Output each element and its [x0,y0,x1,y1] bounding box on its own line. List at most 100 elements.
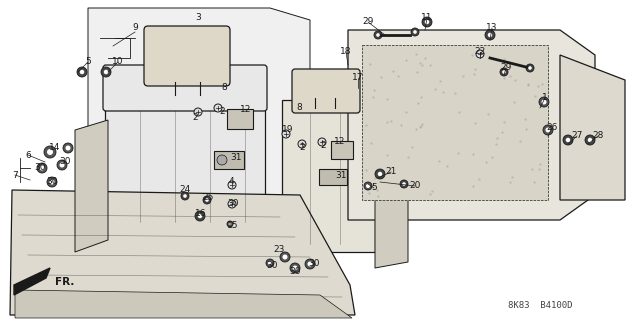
Text: 13: 13 [486,24,498,33]
Polygon shape [15,290,352,318]
Circle shape [588,138,592,142]
Circle shape [500,68,508,76]
Circle shape [57,160,67,170]
Text: 4: 4 [228,177,234,187]
Text: 18: 18 [340,48,352,56]
Text: 30: 30 [289,266,301,276]
Polygon shape [375,140,408,268]
FancyBboxPatch shape [144,26,230,86]
Polygon shape [10,190,355,315]
Circle shape [228,223,231,225]
Text: 12: 12 [334,137,346,146]
Polygon shape [75,120,108,252]
Text: 27: 27 [572,131,582,140]
Circle shape [203,196,211,204]
Circle shape [280,252,290,262]
Text: 2: 2 [192,114,198,122]
Text: 30: 30 [35,164,45,173]
Circle shape [366,184,370,188]
Circle shape [425,20,429,24]
Circle shape [183,194,187,198]
Polygon shape [105,70,265,230]
Circle shape [400,180,408,188]
Circle shape [47,149,53,155]
Text: 26: 26 [547,123,557,132]
Circle shape [104,70,108,74]
Circle shape [60,162,65,167]
Circle shape [44,146,56,158]
Circle shape [528,66,532,70]
FancyBboxPatch shape [227,109,253,129]
Circle shape [476,50,484,58]
Circle shape [228,200,236,208]
Circle shape [543,125,553,135]
Circle shape [307,262,312,266]
Text: 11: 11 [421,13,433,23]
FancyBboxPatch shape [103,65,267,111]
Circle shape [541,100,547,105]
FancyBboxPatch shape [292,69,360,113]
Text: 3: 3 [195,13,201,23]
Circle shape [488,33,492,37]
Circle shape [566,138,570,142]
Polygon shape [14,268,50,295]
Text: 29: 29 [362,18,374,26]
Text: 6: 6 [25,151,31,160]
Circle shape [282,255,287,259]
Circle shape [227,221,233,227]
Text: 29: 29 [500,63,512,72]
Circle shape [40,166,45,170]
Circle shape [65,145,70,151]
Circle shape [502,70,506,74]
Text: 15: 15 [227,221,239,231]
FancyBboxPatch shape [214,151,244,169]
Circle shape [485,30,495,40]
Circle shape [378,172,382,176]
Text: 2: 2 [320,140,326,150]
Text: 30: 30 [308,259,320,269]
Polygon shape [560,55,625,200]
Circle shape [181,192,189,200]
Circle shape [217,155,227,165]
Text: 5: 5 [85,57,91,66]
Text: 28: 28 [592,131,604,140]
Circle shape [195,211,205,221]
Circle shape [305,259,315,269]
Circle shape [292,265,298,271]
Circle shape [268,261,272,265]
Text: 30: 30 [60,158,71,167]
Circle shape [318,138,326,146]
Circle shape [194,108,202,116]
Circle shape [290,263,300,273]
Text: 30: 30 [46,177,58,187]
Text: 10: 10 [112,57,124,66]
Circle shape [214,104,222,112]
Circle shape [228,181,236,189]
Text: 12: 12 [240,106,252,115]
Circle shape [411,28,419,36]
Text: 8K83  B4100D: 8K83 B4100D [508,301,572,310]
Circle shape [563,135,573,145]
Circle shape [539,97,549,107]
Text: 16: 16 [195,210,207,219]
Circle shape [47,177,57,187]
Text: 23: 23 [273,244,285,254]
Circle shape [101,67,111,77]
Circle shape [80,70,84,74]
Circle shape [37,163,47,173]
Text: 21: 21 [385,167,397,176]
Text: 7: 7 [12,170,18,180]
Text: 9: 9 [132,24,138,33]
FancyBboxPatch shape [319,169,347,185]
FancyBboxPatch shape [331,141,353,159]
Text: 22: 22 [474,48,486,56]
Circle shape [266,259,274,267]
Text: 30: 30 [266,261,278,270]
Text: 17: 17 [352,73,364,83]
Circle shape [526,64,534,72]
Text: 19: 19 [282,125,294,135]
Circle shape [282,130,290,138]
Circle shape [402,182,406,186]
Text: 1: 1 [542,93,548,102]
Circle shape [376,33,380,37]
